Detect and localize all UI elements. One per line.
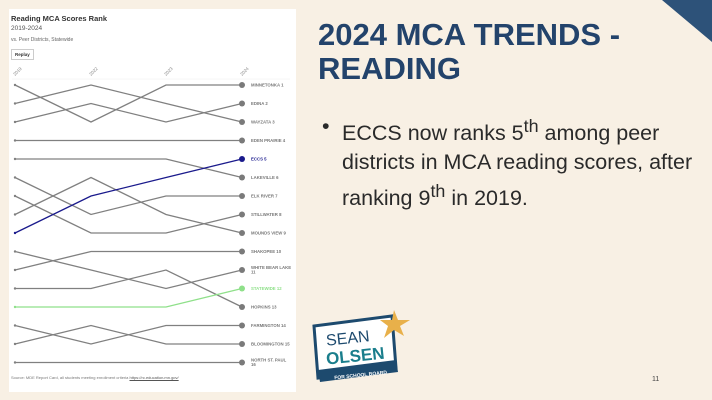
slide-title: 2024 MCA TRENDS - READING <box>318 17 621 86</box>
series-line <box>15 287 243 308</box>
series-label: BLOOMINGTON 15 <box>251 342 290 347</box>
superscript: th <box>523 116 539 136</box>
end-point[interactable] <box>239 322 245 329</box>
bullet-text: ECCS now ranks 5 <box>342 121 524 146</box>
series-line <box>14 84 243 123</box>
campaign-logo: SEAN OLSEN FOR SCHOOL BOARD <box>312 310 410 382</box>
series-label: WHITE BEAR LAKE 11 <box>251 265 291 275</box>
bullet-text: in 2019. <box>445 186 528 211</box>
series-line <box>14 158 243 234</box>
chart-source: Source: MDE Report Card, all students me… <box>11 375 179 380</box>
x-tick-label: 2023 <box>163 66 174 77</box>
corner-decoration <box>662 0 712 42</box>
end-point[interactable] <box>239 304 245 310</box>
series-label: EDEN PRAIRIE 4 <box>251 138 286 143</box>
bullet-point: • ECCS now ranks 5th among peer districts… <box>322 112 702 213</box>
start-point <box>13 157 17 161</box>
end-point[interactable] <box>239 137 245 144</box>
start-point <box>13 213 17 216</box>
start-point <box>13 268 17 272</box>
start-point <box>13 250 17 253</box>
bullet-dot: • <box>322 114 330 138</box>
superscript: th <box>430 181 446 202</box>
series-label: STILLWATER 8 <box>251 212 282 217</box>
series-line <box>15 269 243 308</box>
end-point[interactable] <box>239 193 245 199</box>
bump-chart: 2019 2022 2023 2024 MINNETONKA 1 EDINA 2 WAYZA… <box>12 66 291 368</box>
series-label: WAYZATA 3 <box>251 120 275 125</box>
series-line <box>14 84 242 123</box>
end-point[interactable] <box>239 119 245 125</box>
series-line <box>15 158 243 179</box>
replay-button[interactable]: Replay <box>11 49 34 60</box>
logo-line1: SEAN <box>325 328 370 349</box>
start-point <box>13 342 17 346</box>
series-label: ECCS 5 <box>251 157 267 162</box>
start-point <box>13 287 17 290</box>
x-tick-label: 2019 <box>12 66 23 77</box>
end-point[interactable] <box>239 285 245 292</box>
end-point[interactable] <box>239 174 245 181</box>
series-label: FARMINGTON 14 <box>251 323 286 328</box>
end-point[interactable] <box>239 156 245 162</box>
page-number: 11 <box>652 376 660 383</box>
start-point <box>13 139 17 142</box>
end-point[interactable] <box>239 211 245 218</box>
chart-subtitle: 2019-2024 <box>11 25 43 32</box>
end-point[interactable] <box>239 359 245 366</box>
logo-line3: FOR SCHOOL BOARD <box>334 370 388 382</box>
start-point <box>13 176 17 179</box>
series-label: MINNETONKA 1 <box>251 83 284 88</box>
end-point[interactable] <box>239 248 245 255</box>
series-label: LAKEVILLE 6 <box>251 175 279 180</box>
end-point[interactable] <box>239 341 245 347</box>
start-point <box>13 83 17 87</box>
series-label: EDINA 2 <box>251 101 268 106</box>
series-label: NORTH ST. PAUL 16 <box>251 358 287 368</box>
series-label: STATEWIDE 12 <box>251 286 282 291</box>
series-label: HOPKINS 13 <box>251 305 277 310</box>
end-point[interactable] <box>239 230 245 236</box>
bullet-text: among peer districts in MCA reading scor… <box>342 121 693 211</box>
series-line <box>14 250 242 271</box>
start-point <box>13 194 17 198</box>
chart-note: vs. Peer Districts, Statewide <box>11 37 74 43</box>
x-tick-label: 2024 <box>239 66 250 77</box>
x-tick-label: 2022 <box>88 66 99 77</box>
start-point <box>13 305 17 309</box>
start-point <box>13 324 17 327</box>
start-point <box>13 231 17 235</box>
end-point[interactable] <box>239 100 245 107</box>
series-label: MOUNDS VIEW 9 <box>251 231 286 236</box>
series-label: ELK RIVER 7 <box>251 194 278 199</box>
series-line <box>14 324 242 345</box>
end-point[interactable] <box>239 82 245 88</box>
series-line <box>14 176 243 234</box>
start-point <box>13 120 17 124</box>
series-label: SHAKOPEE 10 <box>251 249 282 254</box>
start-point <box>13 102 17 105</box>
series-line <box>14 102 243 123</box>
series-line <box>14 195 243 234</box>
series-line <box>14 250 243 290</box>
end-point[interactable] <box>239 267 245 273</box>
source-link[interactable]: https://rc.education.mn.gov/ <box>129 375 179 380</box>
source-text: Source: MDE Report Card, all students me… <box>11 375 130 380</box>
start-point <box>13 361 17 364</box>
chart-title: Reading MCA Scores Rank <box>11 14 107 23</box>
